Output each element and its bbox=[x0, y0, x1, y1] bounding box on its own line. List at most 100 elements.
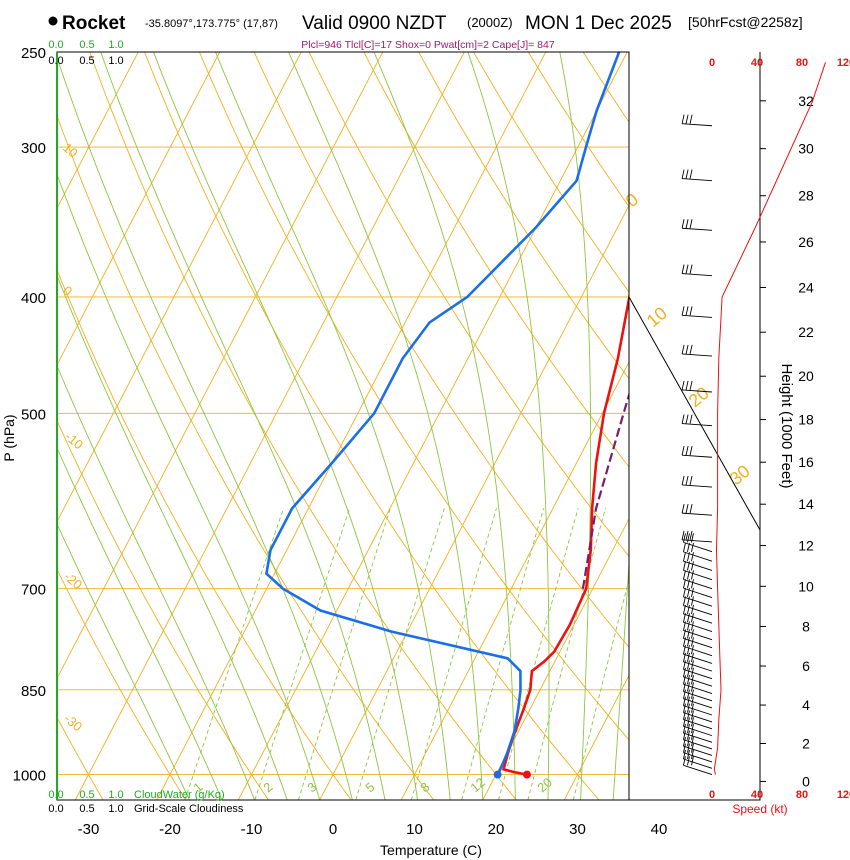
wind-barb bbox=[683, 569, 713, 581]
wind-barb-flag bbox=[691, 717, 694, 727]
wind-barb-flag bbox=[689, 504, 693, 514]
height-tick: 16 bbox=[798, 454, 814, 470]
isotherm-line bbox=[57, 52, 302, 523]
valid-time: Valid 0900 NZDT bbox=[302, 13, 447, 34]
thermo-grid bbox=[57, 52, 850, 800]
dry-adiabat-line bbox=[693, 52, 850, 800]
pressure-axis-label: P (hPa) bbox=[1, 414, 17, 461]
height-tick: 32 bbox=[798, 93, 814, 109]
wind-panel-connector bbox=[628, 296, 761, 801]
wind-barb-flag bbox=[683, 703, 686, 713]
wind-barb-flag bbox=[683, 533, 686, 543]
moist-adiabat-line bbox=[612, 555, 629, 800]
profile-traces bbox=[264, 52, 629, 779]
wind-barb-flag bbox=[681, 169, 685, 179]
wind-barb-flag bbox=[691, 542, 694, 552]
cloudiness-label: Grid-Scale Cloudiness bbox=[134, 803, 244, 815]
wind-barb bbox=[682, 178, 713, 182]
wind-barb bbox=[682, 227, 713, 231]
dry-adiabat-line bbox=[308, 52, 629, 557]
mixing-ratio-label: 12 bbox=[467, 775, 488, 796]
temperature-tick: 20 bbox=[488, 821, 505, 838]
moist-adiabat-label: 0 bbox=[622, 189, 643, 211]
wind-barb-flag bbox=[683, 723, 686, 734]
forecast-hour: [50hrFcst@2258z] bbox=[688, 14, 803, 30]
cloudwater-tick-top: 1.0 bbox=[108, 39, 123, 51]
moist-adiabat-line bbox=[57, 446, 223, 800]
moist-adiabat-line bbox=[215, 52, 451, 800]
dry-adiabat-line bbox=[57, 268, 352, 800]
cloudwater-tick-top: 0.0 bbox=[48, 39, 63, 51]
wind-barb-flag bbox=[683, 730, 686, 740]
wind-barb bbox=[683, 605, 713, 616]
wind-barb bbox=[682, 484, 713, 488]
temperature-tick: 40 bbox=[651, 821, 668, 838]
wind-barb-flag bbox=[685, 504, 689, 514]
cloudwater-tick-bottom: 1.0 bbox=[108, 789, 123, 801]
wind-barb-flag bbox=[683, 587, 686, 598]
temperature-tick: -20 bbox=[159, 821, 181, 838]
wind-barb bbox=[683, 613, 713, 624]
wind-barb-flag bbox=[683, 743, 686, 753]
wind-barb-flag bbox=[685, 114, 689, 124]
dry-adiabat-line bbox=[57, 419, 269, 800]
wind-barb bbox=[683, 725, 713, 737]
wind-barb-flag bbox=[685, 380, 689, 391]
wind-barb-flag bbox=[691, 621, 694, 631]
wind-barb bbox=[682, 353, 713, 357]
wind-barb bbox=[683, 560, 713, 571]
moist-adiabat-label: 30 bbox=[726, 461, 754, 489]
wind-barb-flag bbox=[689, 380, 693, 391]
wind-barb-flag bbox=[691, 579, 694, 589]
wind-barb-flag bbox=[681, 504, 685, 514]
wind-barb-flag bbox=[683, 596, 686, 606]
surface-dewpoint-dot bbox=[493, 770, 502, 779]
wind-barb bbox=[683, 669, 713, 680]
wind-barb-flag bbox=[683, 689, 686, 699]
pressure-tick: 250 bbox=[21, 45, 46, 62]
wind-barb bbox=[683, 578, 713, 590]
wind-barb bbox=[683, 745, 713, 756]
wind-barb bbox=[682, 314, 713, 318]
wind-barb bbox=[683, 691, 713, 702]
speed-tick-top: 0 bbox=[709, 57, 715, 69]
wind-barb bbox=[683, 758, 713, 769]
mixing-ratio-line bbox=[355, 508, 445, 800]
wind-barb-flag bbox=[691, 570, 694, 580]
isotherm-line bbox=[319, 204, 629, 800]
wind-barb-flag bbox=[691, 561, 694, 571]
height-tick: 26 bbox=[798, 234, 814, 250]
wind-barb-flag bbox=[683, 749, 686, 760]
wind-barb bbox=[682, 423, 713, 427]
isotherm-line bbox=[57, 52, 139, 210]
height-tick: 8 bbox=[802, 618, 810, 634]
wind-barb-flag bbox=[689, 219, 693, 229]
mixing-ratio-line bbox=[461, 508, 545, 800]
height-tick: 30 bbox=[798, 141, 814, 157]
plot-frame bbox=[56, 51, 630, 801]
mixing-ratio-line bbox=[498, 508, 579, 800]
mixing-ratio-line bbox=[297, 508, 391, 800]
wind-barb-flag bbox=[681, 306, 685, 316]
wind-barb-flag bbox=[687, 637, 690, 647]
mixing-ratio-line bbox=[410, 508, 497, 800]
wind-barb bbox=[683, 732, 713, 743]
temperature-tick: 0 bbox=[329, 821, 337, 838]
wind-barb bbox=[683, 541, 713, 553]
wind-barb-flag bbox=[683, 717, 686, 727]
wind-barb bbox=[683, 653, 713, 664]
height-axis-label: Height (1000 Feet) bbox=[778, 363, 795, 488]
dry-adiabat-line bbox=[363, 52, 629, 468]
wind-barb bbox=[683, 752, 713, 763]
height-tick: 0 bbox=[802, 773, 810, 789]
height-tick: 14 bbox=[798, 496, 814, 512]
wind-barb-flag bbox=[683, 675, 686, 685]
wind-barb-flag bbox=[685, 530, 689, 540]
mixing-ratio-line bbox=[527, 508, 606, 800]
wind-barb-flag bbox=[685, 219, 689, 229]
wind-barb-flag bbox=[681, 114, 685, 124]
